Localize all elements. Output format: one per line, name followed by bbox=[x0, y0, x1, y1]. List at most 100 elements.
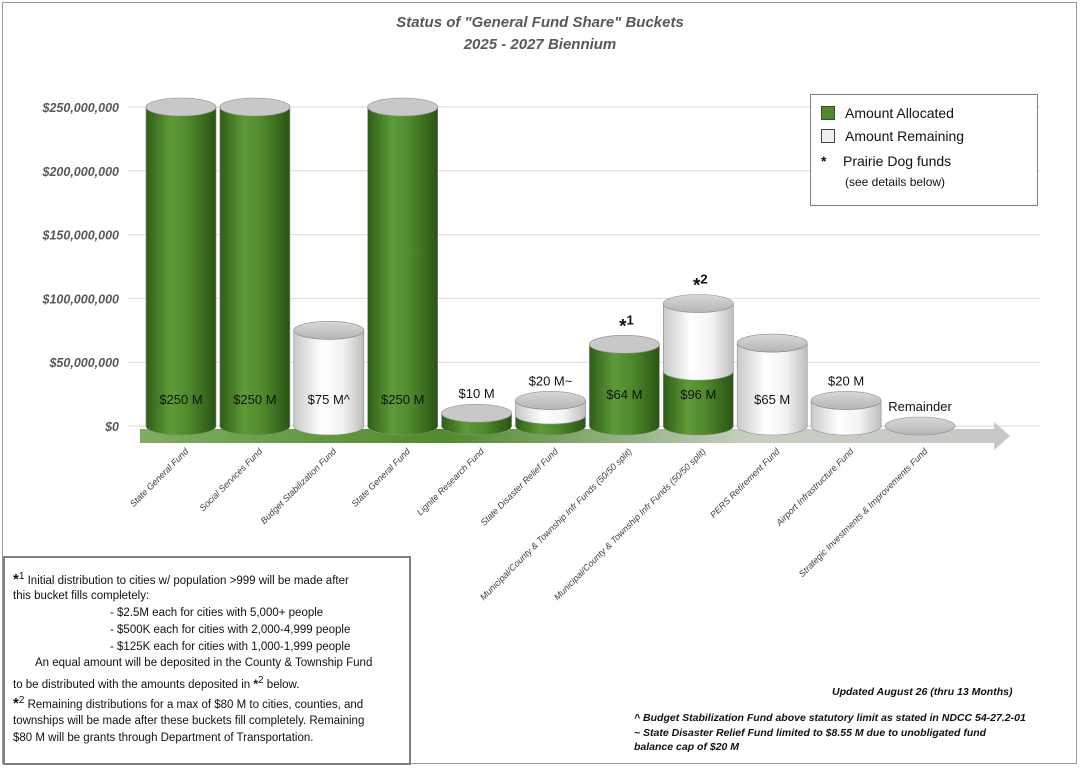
bar-value-label: $65 M bbox=[754, 392, 790, 407]
y-tick-label: $200,000,000 bbox=[42, 165, 120, 179]
bar-group: $20 M bbox=[810, 373, 882, 436]
note-2-line-3: $80 M will be grants through Department … bbox=[13, 732, 314, 744]
tilde-footnote-2: balance cap of $20 M bbox=[634, 741, 740, 753]
bar-group: Remainder bbox=[884, 399, 956, 436]
legend-allocated-label: Amount Allocated bbox=[845, 105, 954, 121]
bar-remaining bbox=[736, 343, 808, 436]
bar-top bbox=[515, 391, 586, 410]
bar-remaining bbox=[663, 303, 734, 381]
chart-title: Status of "General Fund Share" Buckets bbox=[396, 14, 684, 31]
prairie-dog-marker: *1 bbox=[619, 312, 634, 337]
bar-value-label: $20 M bbox=[828, 373, 864, 388]
legend-item-allocated: Amount Allocated bbox=[821, 105, 954, 121]
note-1-line-1: *1 Initial distribution to cities w/ pop… bbox=[13, 568, 349, 590]
bar-group: $250 M bbox=[219, 97, 291, 436]
bar-value-label: $20 M~ bbox=[529, 373, 573, 388]
note-1-line-3: An equal amount will be deposited in the… bbox=[35, 657, 373, 669]
note-1-text-1: Initial distribution to cities w/ popula… bbox=[24, 574, 349, 587]
bar-value-label: $64 M bbox=[606, 387, 642, 402]
x-tick-label: State General Fund bbox=[349, 446, 412, 509]
bar-allocated bbox=[219, 106, 291, 436]
y-axis-ticks: $0 $50,000,000 $100,000,000 $150,000,000 $20… bbox=[42, 101, 120, 434]
bar-top bbox=[589, 335, 660, 354]
note-1-ref-sup: 2 bbox=[258, 675, 264, 686]
note-1-text-4a: to be distributed with the amounts depos… bbox=[13, 678, 254, 691]
bar-allocated bbox=[367, 106, 438, 436]
updated-note: Updated August 26 (thru 13 Months) bbox=[832, 686, 1013, 698]
x-tick-label: Municipal/County & Township Infr Funds (… bbox=[552, 446, 708, 602]
x-tick-label: State General Fund bbox=[128, 446, 191, 509]
x-tick-label: State Disaster Relief Fund bbox=[479, 446, 561, 528]
bar-value-label: $250 M bbox=[381, 392, 424, 407]
x-tick-label: Municipal/County & Township Infr Funds (… bbox=[478, 446, 634, 602]
y-tick-label: $150,000,000 bbox=[42, 229, 120, 243]
bar-top bbox=[810, 391, 882, 410]
bars: $250 M $250 M $75 M^ $250 M $10 M $20 M~ $64 M… bbox=[145, 97, 956, 436]
x-tick-label: Strategic Investments & Improvements Fun… bbox=[797, 446, 930, 579]
note-1-item-1: - $2.5M each for cities with 5,000+ peop… bbox=[110, 607, 324, 619]
bar-value-label: $10 M bbox=[459, 386, 495, 401]
legend: Amount Allocated Amount Remaining * Prai… bbox=[810, 94, 1038, 206]
note-1-ref-marker: * bbox=[253, 676, 259, 691]
note-2-text-1: Remaining distributions for a max of $80… bbox=[24, 698, 364, 711]
note-1-item-3: - $125K each for cities with 1,000-1,999… bbox=[110, 641, 351, 653]
remaining-swatch bbox=[821, 129, 835, 143]
bar-value-label: $250 M bbox=[233, 392, 276, 407]
y-tick-label: $100,000,000 bbox=[42, 292, 120, 306]
legend-item-remaining: Amount Remaining bbox=[821, 128, 964, 144]
note-2-line-1: *2 Remaining distributions for a max of … bbox=[13, 692, 363, 714]
bar-allocated bbox=[145, 106, 217, 436]
x-tick-label: Budget Stabilization Fund bbox=[259, 446, 339, 526]
bar-value-label: $250 M bbox=[159, 392, 202, 407]
legend-prairie-label: Prairie Dog funds bbox=[843, 153, 952, 169]
bar-top bbox=[441, 403, 512, 423]
bar-top bbox=[219, 97, 291, 117]
bar-allocated bbox=[663, 371, 734, 436]
note-1-item-2: - $500K each for cities with 2,000-4,999… bbox=[110, 624, 351, 636]
notes-box: *1 Initial distribution to cities w/ pop… bbox=[3, 556, 411, 765]
allocated-swatch bbox=[821, 106, 835, 120]
y-tick-label: $0 bbox=[104, 420, 119, 434]
note-2-line-2: townships will be made after these bucke… bbox=[13, 715, 365, 727]
y-tick-label: $50,000,000 bbox=[48, 356, 119, 370]
note-1-sup: 1 bbox=[18, 571, 25, 582]
bar-group: $96 M *2 bbox=[662, 272, 734, 436]
note-1-text-4b: below. bbox=[263, 678, 300, 691]
bar-group: $250 M bbox=[367, 97, 439, 436]
bar-group: $20 M~ bbox=[515, 373, 586, 436]
note-2-marker: * bbox=[13, 694, 19, 712]
bar-value-label: Remainder bbox=[888, 399, 952, 414]
note-2-sup: 2 bbox=[18, 695, 25, 706]
note-1-marker: * bbox=[13, 570, 19, 588]
x-tick-label: Airport Infrastructure Fund bbox=[773, 446, 856, 529]
bar-group: $65 M bbox=[736, 333, 808, 436]
bar-top bbox=[145, 97, 217, 117]
bar-top bbox=[736, 333, 808, 353]
x-tick-label: Lignite Research Fund bbox=[415, 446, 487, 518]
bar-top bbox=[662, 294, 734, 313]
bar-top bbox=[367, 97, 439, 117]
note-1-line-2: this bucket fills completely: bbox=[13, 590, 150, 602]
legend-item-prairie: * Prairie Dog funds bbox=[821, 153, 951, 169]
bar-value-label: $75 M^ bbox=[308, 392, 351, 407]
bar-value-label: $96 M bbox=[680, 387, 716, 402]
bar-group: $10 M bbox=[441, 386, 512, 436]
note-1-line-4: to be distributed with the amounts depos… bbox=[13, 672, 299, 694]
x-tick-label: Social Services Fund bbox=[197, 446, 265, 514]
caret-footnote: ^ Budget Stabilization Fund above statut… bbox=[634, 712, 1026, 724]
legend-prairie-sub: (see details below) bbox=[845, 175, 946, 189]
asterisk-icon: * bbox=[821, 153, 827, 169]
prairie-dog-marker: *2 bbox=[693, 272, 708, 297]
y-tick-label: $250,000,000 bbox=[42, 101, 120, 115]
bar-top bbox=[293, 320, 365, 340]
legend-remaining-label: Amount Remaining bbox=[845, 128, 965, 144]
bar-remaining bbox=[293, 330, 365, 436]
x-tick-label: PERS Retirement Fund bbox=[708, 446, 782, 520]
bar-group: $64 M *1 bbox=[589, 312, 660, 436]
chart-subtitle: 2025 - 2027 Biennium bbox=[463, 36, 617, 53]
bar-group: $75 M^ bbox=[293, 320, 365, 436]
bar-group: $250 M bbox=[145, 97, 217, 436]
tilde-footnote-1: ~ State Disaster Relief Fund limited to … bbox=[634, 727, 987, 739]
